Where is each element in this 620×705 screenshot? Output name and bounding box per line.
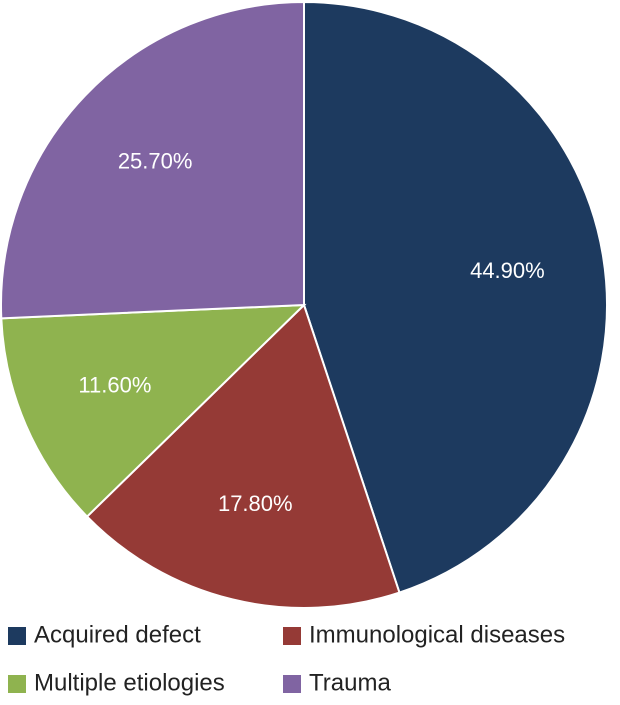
data-label: 44.90% xyxy=(470,258,545,283)
pie-slice xyxy=(0,0,305,320)
legend-swatch xyxy=(283,627,301,645)
legend-label: Trauma xyxy=(309,669,391,696)
legend-label: Immunological diseases xyxy=(309,621,565,648)
pie-slice xyxy=(303,0,608,594)
data-label: 25.70% xyxy=(118,148,193,173)
legend-swatch xyxy=(8,627,26,645)
legend-label: Acquired defect xyxy=(34,621,201,648)
data-label: 17.80% xyxy=(218,491,293,516)
pie-slice xyxy=(0,303,307,518)
pie-slice xyxy=(85,303,401,609)
legend-label: Multiple etiologies xyxy=(34,669,225,696)
legend-swatch xyxy=(8,675,26,693)
legend-swatch xyxy=(283,675,301,693)
data-label: 11.60% xyxy=(78,373,151,398)
